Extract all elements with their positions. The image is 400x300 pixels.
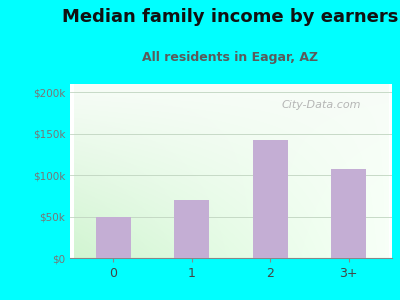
Text: Median family income by earners: Median family income by earners: [62, 8, 398, 26]
Bar: [252, 140, 288, 258]
Text: City-Data.com: City-Data.com: [282, 100, 361, 110]
Bar: [96, 217, 131, 258]
Text: All residents in Eagar, AZ: All residents in Eagar, AZ: [142, 51, 318, 64]
Bar: [174, 200, 210, 258]
Bar: [331, 169, 366, 258]
